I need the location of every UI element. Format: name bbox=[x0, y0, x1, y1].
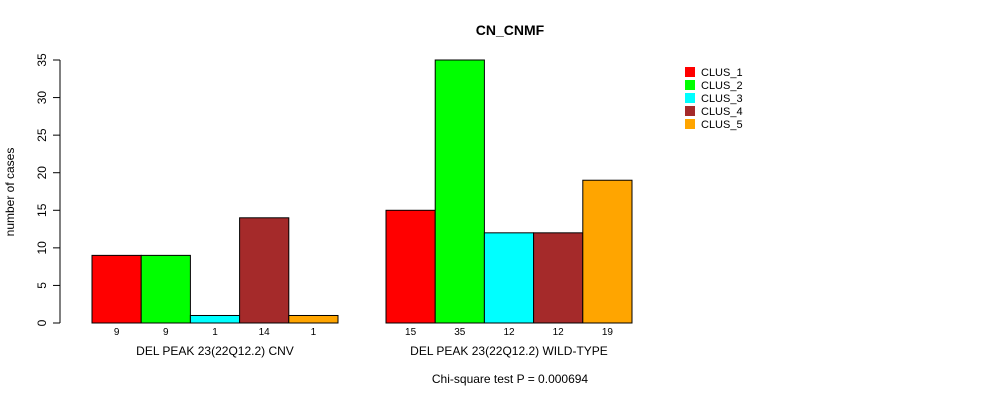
y-tick-label: 10 bbox=[35, 241, 49, 255]
legend-label: CLUS_4 bbox=[701, 106, 743, 118]
x-group-labels: DEL PEAK 23(22Q12.2) CNV DEL PEAK 23(22Q1… bbox=[136, 344, 608, 358]
bar-clus-1-group-2 bbox=[385, 209, 436, 324]
y-axis: 0 5 10 15 20 25 30 35 bbox=[35, 53, 61, 326]
bars-layer: 9 9 1 14 1 15 35 12 12 19 bbox=[91, 59, 633, 338]
legend-swatch bbox=[685, 119, 695, 129]
bar-value-label: 19 bbox=[602, 327, 614, 338]
bar-value-label: 1 bbox=[311, 327, 317, 338]
chart-title: CN_CNMF bbox=[476, 22, 545, 38]
bar-value-label: 1 bbox=[212, 327, 218, 338]
bar-clus-3-group-2 bbox=[483, 232, 535, 324]
bar-value-label: 12 bbox=[503, 327, 515, 338]
y-tick-label: 20 bbox=[35, 166, 49, 180]
legend-swatch bbox=[685, 80, 695, 90]
group-label: DEL PEAK 23(22Q12.2) WILD-TYPE bbox=[410, 344, 608, 358]
legend-swatch bbox=[685, 106, 695, 116]
y-tick-label: 15 bbox=[35, 203, 49, 217]
bar-clus-4-group-1 bbox=[239, 217, 290, 324]
y-axis-label: number of cases bbox=[3, 148, 17, 237]
bar-value-label: 15 bbox=[405, 327, 417, 338]
bar-clus-4-group-2 bbox=[533, 232, 584, 324]
legend-label: CLUS_3 bbox=[701, 93, 743, 105]
bar-value-label: 35 bbox=[454, 327, 466, 338]
y-tick-label: 0 bbox=[35, 319, 49, 326]
bar-value-label: 9 bbox=[114, 327, 120, 338]
y-tick-label: 30 bbox=[35, 91, 49, 105]
chi-square-footnote: Chi-square test P = 0.000694 bbox=[432, 372, 589, 386]
y-tick-label: 25 bbox=[35, 128, 49, 142]
bar-clus-3-group-1 bbox=[189, 314, 241, 324]
y-tick-label: 5 bbox=[35, 282, 49, 289]
legend-swatch bbox=[685, 67, 695, 77]
legend-swatch bbox=[685, 93, 695, 103]
bar-clus-1-group-1 bbox=[91, 254, 142, 324]
bar-clus-5-group-1 bbox=[288, 314, 339, 324]
y-tick-label: 35 bbox=[35, 53, 49, 67]
legend-label: CLUS_2 bbox=[701, 80, 743, 92]
group-label: DEL PEAK 23(22Q12.2) CNV bbox=[136, 344, 294, 358]
legend-label: CLUS_5 bbox=[701, 119, 743, 131]
bar-value-label: 14 bbox=[259, 327, 271, 338]
bar-value-label: 9 bbox=[163, 327, 169, 338]
bar-clus-2-group-1 bbox=[140, 254, 191, 324]
bar-clus-2-group-2 bbox=[434, 59, 485, 324]
bar-value-label: 12 bbox=[553, 327, 565, 338]
bar-clus-5-group-2 bbox=[582, 179, 633, 324]
legend-label: CLUS_1 bbox=[701, 67, 743, 79]
